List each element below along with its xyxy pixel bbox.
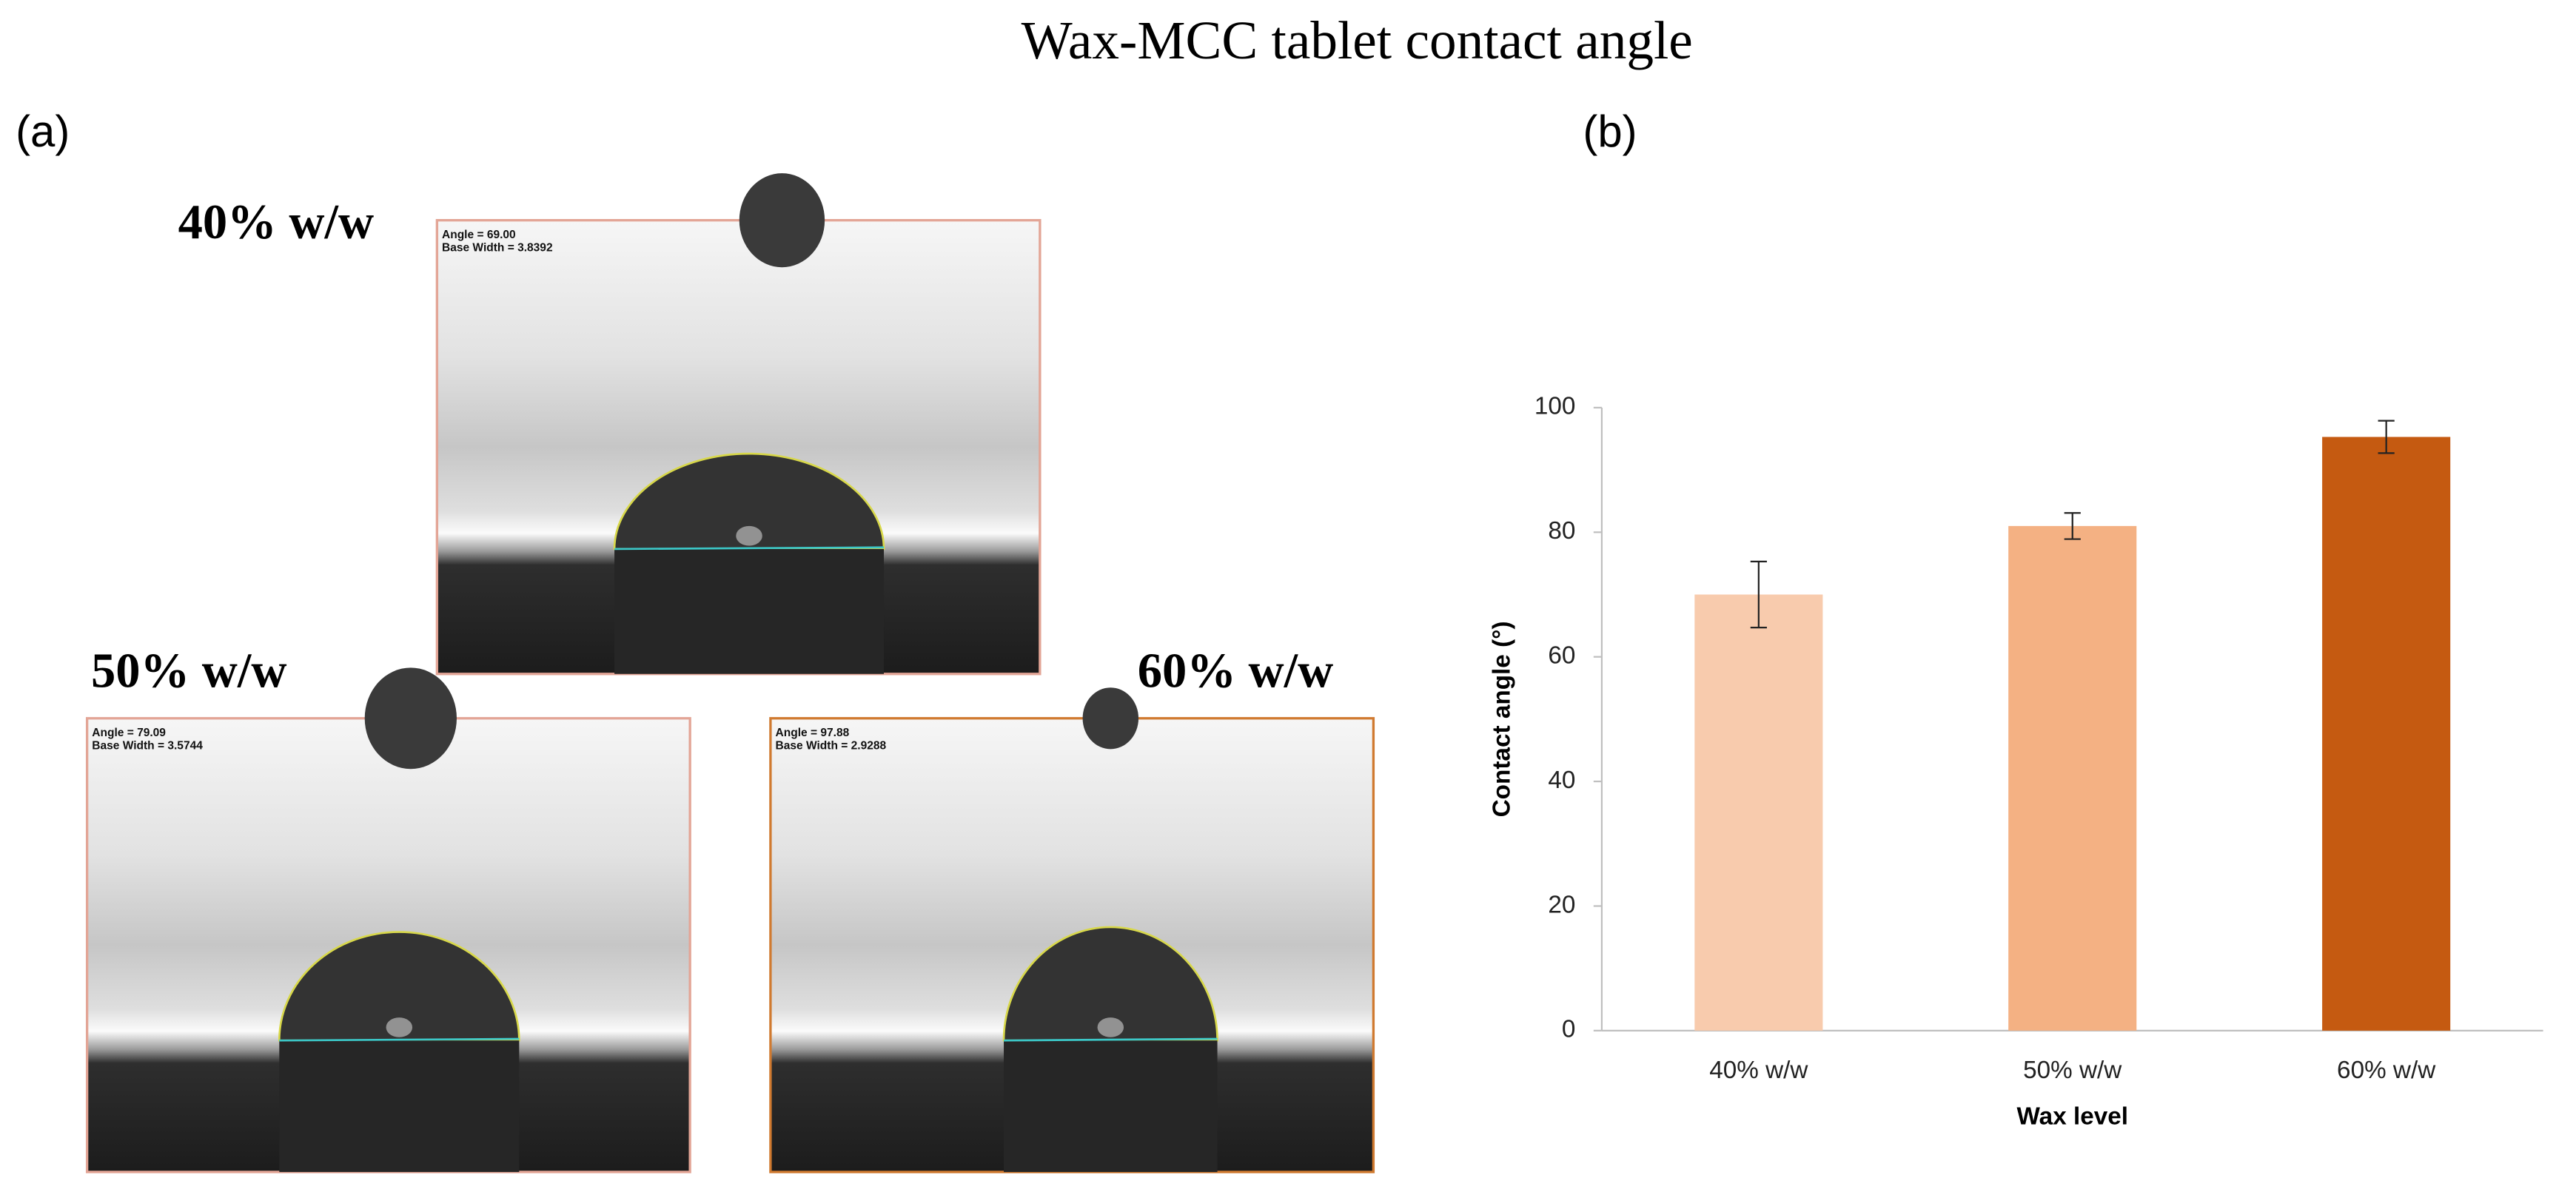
error-bar: [2064, 512, 2081, 540]
y-tick-label: 40: [1548, 767, 1575, 794]
panel-label: (a): [16, 107, 70, 156]
error-bar: [1750, 560, 1767, 629]
droplet-highlight: [736, 525, 762, 546]
figure-title: Wax-MCC tablet contact angle: [1022, 10, 1693, 70]
bar: [2322, 437, 2451, 1031]
droplet-dark: [614, 548, 885, 674]
angle-readout: Angle = 79.09: [92, 727, 166, 739]
error-bar: [2378, 420, 2395, 454]
x-tick-label: 50% w/w: [2023, 1057, 2122, 1084]
droplet-dark: [279, 1040, 520, 1172]
y-axis-title: Contact angle (°): [1489, 621, 1516, 817]
needle-drop: [739, 173, 825, 268]
bar: [2008, 525, 2137, 1031]
width-readout: Base Width = 3.5744: [92, 740, 203, 753]
image-label: 40% w/w: [178, 195, 374, 249]
y-tick-label: 20: [1548, 891, 1575, 918]
y-tick-label: 60: [1548, 642, 1575, 669]
width-readout: Base Width = 3.8392: [442, 242, 553, 255]
width-readout: Base Width = 2.9288: [776, 740, 887, 753]
baseline: [1004, 1037, 1218, 1042]
baseline: [614, 546, 885, 551]
droplet: [278, 931, 520, 1042]
droplet-dark: [1004, 1040, 1218, 1172]
x-tick-label: 40% w/w: [1709, 1057, 1808, 1084]
image-label: 50% w/w: [91, 644, 286, 698]
x-tick-label: 60% w/w: [2337, 1057, 2436, 1084]
baseline: [279, 1037, 520, 1042]
y-tick-label: 0: [1562, 1016, 1576, 1043]
bar: [1694, 594, 1823, 1031]
angle-readout: Angle = 69.00: [442, 229, 516, 241]
panel-label: (b): [1583, 107, 1637, 156]
droplet-highlight: [386, 1017, 413, 1037]
y-tick-label: 80: [1548, 517, 1575, 545]
droplet: [613, 452, 885, 551]
needle-drop: [364, 667, 457, 770]
droplet-highlight: [1097, 1017, 1124, 1037]
y-tick-label: 100: [1534, 393, 1576, 420]
x-axis-title: Wax level: [2017, 1103, 2128, 1130]
needle-drop: [1082, 687, 1139, 750]
image-label: 60% w/w: [1138, 644, 1333, 698]
angle-readout: Angle = 97.88: [776, 727, 850, 739]
droplet: [1002, 926, 1218, 1042]
